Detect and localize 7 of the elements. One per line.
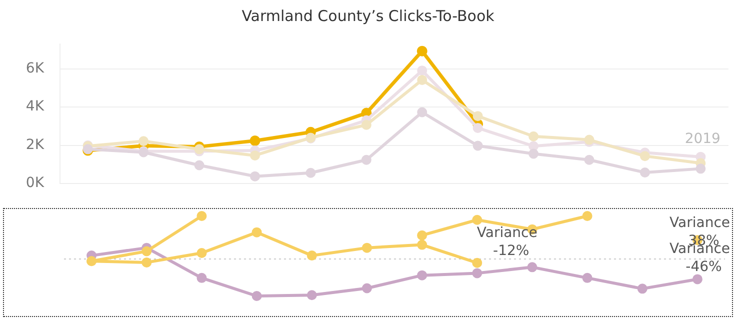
- annotation: Variance -12%: [476, 224, 538, 259]
- y-tick-label: 0K: [26, 175, 45, 192]
- y-tick-label: 6K: [26, 60, 45, 76]
- series-label: 2019: [684, 130, 720, 147]
- y-tick-label: 2K: [26, 136, 45, 153]
- y-tick-label: 4K: [26, 98, 45, 115]
- chart-title: Varmland County’s Clicks-To-Book: [242, 6, 495, 25]
